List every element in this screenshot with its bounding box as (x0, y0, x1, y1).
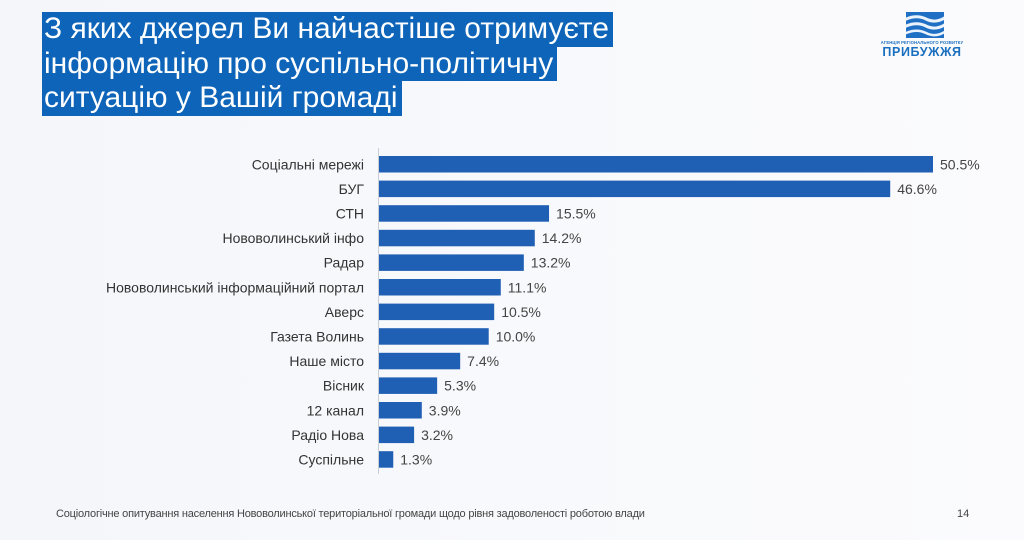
bar (379, 451, 394, 468)
bars (379, 156, 933, 468)
value-label: 1.3% (400, 451, 432, 467)
bar (379, 156, 933, 173)
logo-name: ПРИБУЖЖЯ (882, 45, 962, 59)
category-labels: Соціальні мережі БУГ СТН Нововолинський інф… (106, 156, 365, 467)
value-label: 7.4% (467, 353, 499, 369)
slide-title: З яких джерел Ви найчастіше отримуєте ін… (42, 12, 613, 116)
bar (379, 279, 501, 296)
bar (379, 180, 891, 198)
footer-source: Соціологічне опитування населення Новово… (56, 508, 645, 520)
bar (379, 402, 422, 419)
value-label: 10.0% (496, 328, 536, 344)
value-label: 46.6% (897, 181, 937, 197)
bar (379, 426, 415, 444)
category-label: Наше місто (289, 353, 364, 369)
bar (379, 352, 461, 370)
logo-tagline: АГЕНЦІЯ РЕГІОНАЛЬНОГО РОЗВИТКУ (880, 40, 964, 45)
value-label: 10.5% (501, 304, 541, 320)
bar (379, 205, 550, 222)
bar (379, 377, 438, 394)
category-label: Соціальні мережі (252, 156, 364, 172)
category-label: Суспільне (298, 451, 364, 467)
category-label: Аверс (325, 304, 364, 320)
value-label: 14.2% (542, 230, 582, 246)
bar (379, 303, 495, 321)
value-label: 5.3% (444, 378, 476, 394)
category-label: Нововолинський інфо (222, 230, 364, 246)
value-label: 11.1% (508, 279, 547, 295)
value-label: 3.2% (421, 427, 453, 443)
value-label: 3.9% (429, 402, 461, 418)
title-line-2: інформацію про суспільно-політичну (42, 46, 558, 81)
bar (379, 328, 489, 345)
category-label: Радіо Нова (291, 427, 364, 443)
wave-logo-icon (906, 12, 944, 38)
value-labels: 50.5%46.6% 15.5% 14.2% 13.2% 11.1% 10.5% 10.0%… (400, 156, 979, 467)
title-line-1: З яких джерел Ви найчастіше отримуєте (42, 12, 613, 47)
bar (379, 254, 524, 271)
category-label: Радар (324, 255, 365, 271)
title-line-3: ситуацію у Вашій громаді (42, 81, 402, 116)
bar-chart: Соціальні мережі БУГ СТН Нововолинський інф… (106, 148, 980, 474)
value-label: 13.2% (531, 255, 571, 271)
bar (379, 229, 535, 247)
category-label: СТН (336, 205, 364, 221)
page-number: 14 (957, 508, 970, 520)
value-label: 50.5% (940, 156, 980, 172)
value-label: 15.5% (556, 205, 596, 221)
category-label: Вісник (323, 378, 365, 394)
category-label: Нововолинський інформаційний портал (106, 279, 364, 295)
category-label: 12 канал (307, 402, 364, 418)
category-label: БУГ (339, 181, 365, 197)
category-label: Газета Волинь (270, 328, 364, 344)
logo: АГЕНЦІЯ РЕГІОНАЛЬНОГО РОЗВИТКУ ПРИБУЖЖЯ (872, 10, 972, 60)
